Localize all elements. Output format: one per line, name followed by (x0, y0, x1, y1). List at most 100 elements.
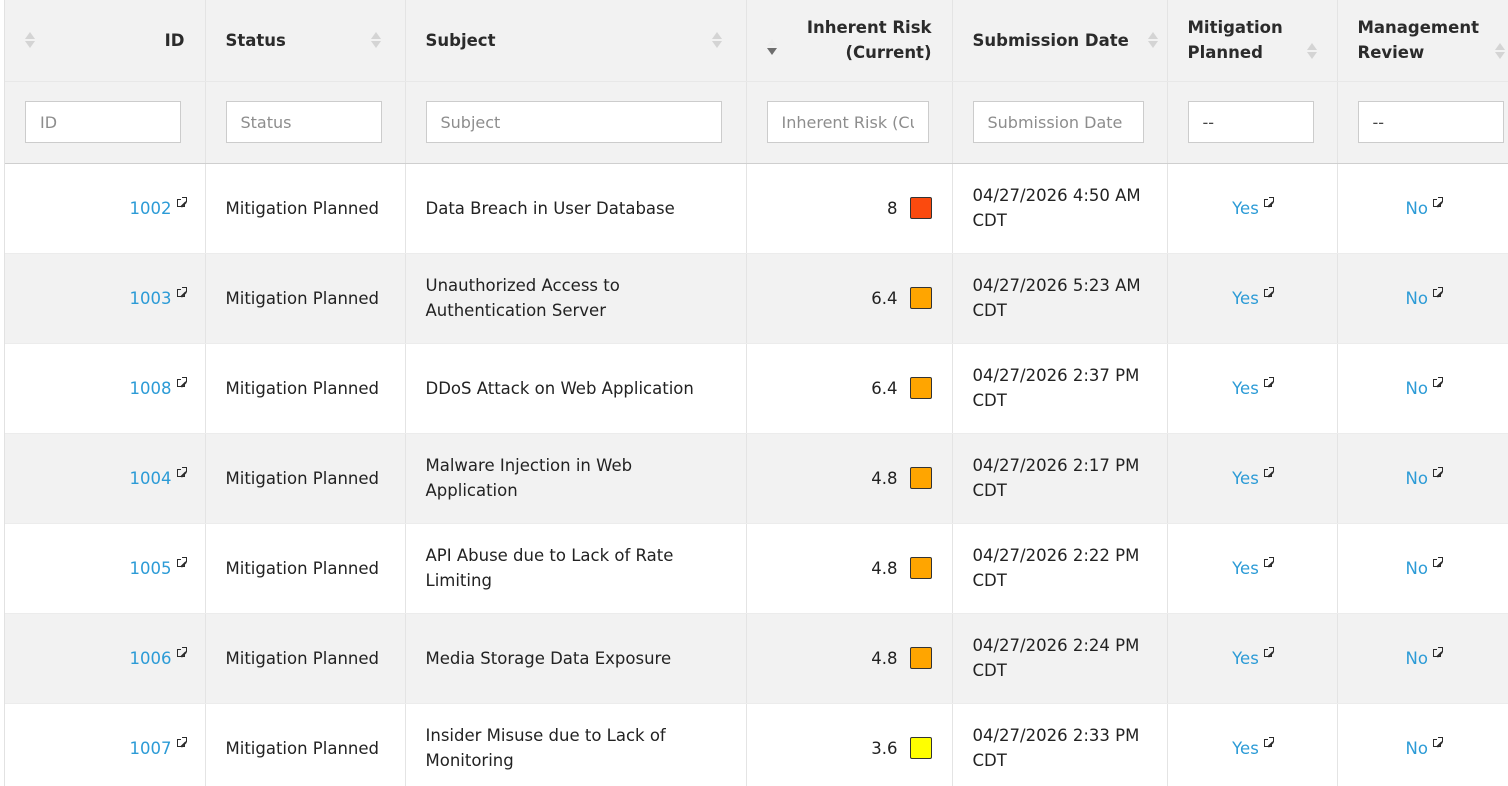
risk-id-link[interactable]: 1002 (130, 196, 187, 218)
submission-timezone: CDT (972, 751, 1007, 770)
status-cell: Mitigation Planned (205, 613, 406, 704)
inherent-risk-filter-input[interactable] (766, 101, 929, 143)
submission-date-cell: 04/27/2026 2:22 PM CDT (952, 523, 1168, 614)
table-row[interactable]: 1007 Mitigation Planned Insider Misuse due… (5, 703, 1508, 786)
management-review-link[interactable]: No (1405, 466, 1443, 488)
external-link-icon (1432, 376, 1443, 387)
mitigation-planned-link[interactable]: Yes (1232, 196, 1274, 218)
management-review-link[interactable]: No (1406, 646, 1443, 668)
risk-id-link[interactable]: 1003 (130, 286, 187, 308)
risk-color-swatch (909, 647, 932, 669)
management-review-cell: No (1337, 163, 1508, 254)
external-link-icon (1432, 736, 1443, 747)
management-review-link[interactable]: No (1405, 196, 1443, 218)
external-link-icon (1263, 646, 1274, 657)
column-header-label-line1: Management (1357, 18, 1479, 38)
submission-date: 04/27/2026 5:23 AM (972, 276, 1141, 295)
management-review-link[interactable]: No (1405, 736, 1443, 758)
table-row[interactable]: 1003 Mitigation Planned Unauthorized Acces… (5, 253, 1508, 344)
mitigation-planned-link[interactable]: Yes (1232, 286, 1274, 308)
mitigation-planned-filter-select[interactable] (1187, 101, 1314, 143)
management-review-cell: No (1337, 253, 1508, 344)
management-review-link[interactable]: No (1406, 556, 1443, 578)
management-review-value: No (1405, 738, 1428, 758)
management-review-value: No (1405, 198, 1428, 218)
external-link-icon (1263, 556, 1274, 567)
column-header-submission-date[interactable]: Submission Date (952, 0, 1168, 82)
mitigation-planned-link[interactable]: Yes (1232, 466, 1274, 488)
id-cell: 1006 (5, 613, 206, 704)
subject-filter-input[interactable] (425, 101, 722, 143)
external-link-icon (176, 376, 187, 387)
column-header-label-line2: Planned (1187, 43, 1263, 63)
mitigation-planned-value: Yes (1232, 468, 1259, 488)
external-link-icon (1432, 466, 1443, 477)
risk-id-link[interactable]: 1005 (130, 556, 187, 578)
id-filter-input[interactable] (25, 101, 181, 143)
mitigation-planned-link[interactable]: Yes (1232, 646, 1274, 668)
column-header-status[interactable]: Status (205, 0, 406, 82)
submission-date: 04/27/2026 2:33 PM (972, 726, 1140, 745)
submission-date-filter-input[interactable] (972, 101, 1144, 143)
id-cell: 1007 (5, 703, 206, 786)
id-cell: 1005 (5, 523, 206, 614)
risk-id-link[interactable]: 1008 (130, 376, 187, 398)
column-header-management-review[interactable]: Management Review (1337, 0, 1508, 82)
status-filter-input[interactable] (225, 101, 382, 143)
column-header-subject[interactable]: Subject (405, 0, 747, 82)
mitigation-planned-link[interactable]: Yes (1232, 736, 1274, 758)
table-row[interactable]: 1006 Mitigation Planned Media Storage Data… (5, 613, 1508, 704)
risk-id-link[interactable]: 1004 (130, 466, 187, 488)
sort-icon[interactable] (1306, 42, 1317, 59)
mitigation-planned-value: Yes (1232, 558, 1259, 578)
management-review-value: No (1405, 288, 1428, 308)
status-cell: Mitigation Planned (205, 433, 406, 524)
external-link-icon (1263, 466, 1274, 477)
risk-id-link[interactable]: 1007 (130, 736, 187, 758)
risk-id-link[interactable]: 1006 (130, 646, 187, 668)
submission-timezone: CDT (972, 661, 1007, 680)
risk-score: 6.4 (871, 288, 898, 308)
sort-icon[interactable] (711, 32, 722, 49)
risk-color-swatch (909, 377, 932, 399)
status-cell: Mitigation Planned (205, 163, 406, 254)
sort-icon[interactable] (25, 32, 35, 49)
column-header-inherent-risk[interactable]: Inherent Risk (Current) (746, 0, 953, 82)
status-cell: Mitigation Planned (205, 253, 406, 344)
risk-score: 3.6 (871, 738, 898, 758)
column-header-id[interactable]: ID (5, 0, 206, 82)
table-row[interactable]: 1005 Mitigation Planned API Abuse due to L… (5, 523, 1508, 614)
risk-score: 4.8 (871, 468, 898, 488)
submission-date-cell: 04/27/2026 4:50 AM CDT (952, 163, 1168, 254)
mitigation-planned-link[interactable]: Yes (1232, 376, 1274, 398)
column-header-label-line2: Review (1357, 43, 1425, 63)
risk-score: 6.4 (871, 378, 898, 398)
table-row[interactable]: 1004 Mitigation Planned Malware Injection … (5, 433, 1508, 524)
external-link-icon (176, 466, 187, 477)
management-review-filter-select[interactable] (1357, 101, 1504, 143)
status-cell: Mitigation Planned (205, 343, 406, 434)
inherent-risk-cell: 4.8 (746, 613, 953, 704)
sort-icon[interactable] (1495, 42, 1505, 59)
submission-date: 04/27/2026 2:17 PM (972, 456, 1140, 475)
submission-date: 04/27/2026 4:50 AM (972, 186, 1141, 205)
sort-descending-icon[interactable] (766, 38, 777, 55)
sort-icon[interactable] (370, 32, 381, 49)
submission-timezone: CDT (972, 391, 1007, 410)
management-review-link[interactable]: No (1406, 376, 1443, 398)
column-header-mitigation-planned[interactable]: Mitigation Planned (1167, 0, 1338, 82)
sort-icon[interactable] (1147, 32, 1158, 49)
mitigation-planned-cell: Yes (1167, 343, 1338, 434)
table-row[interactable]: 1002 Mitigation Planned Data Breach in Use… (5, 163, 1508, 254)
risk-table: ID Status Subject Inherent Risk (Current… (5, 0, 1508, 786)
mitigation-planned-link[interactable]: Yes (1232, 556, 1274, 578)
mitigation-planned-cell: Yes (1167, 703, 1338, 786)
management-review-value: No (1405, 468, 1428, 488)
table-row[interactable]: 1008 Mitigation Planned DDoS Attack on Web… (5, 343, 1508, 434)
status-cell: Mitigation Planned (205, 523, 406, 614)
external-link-icon (176, 196, 187, 207)
submission-date: 04/27/2026 2:22 PM (972, 546, 1140, 565)
management-review-link[interactable]: No (1405, 286, 1443, 308)
column-header-label: ID (164, 30, 185, 50)
id-cell: 1008 (5, 343, 206, 434)
